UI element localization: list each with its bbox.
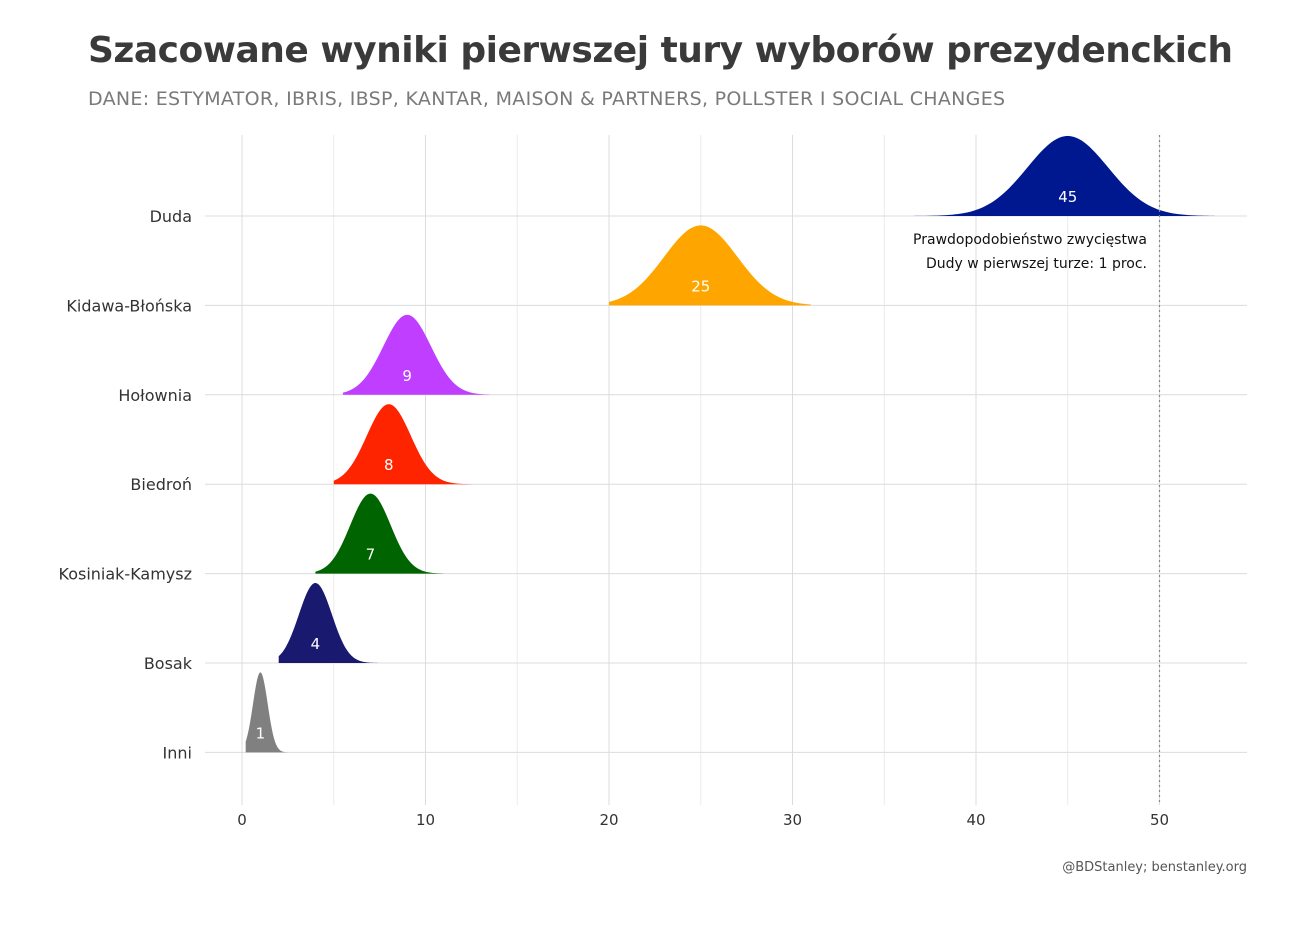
annotation-line-2: Dudy w pierwszej turze: 1 proc. xyxy=(926,256,1147,272)
annotation-line-1: Prawdopodobieństwo zwycięstwa xyxy=(913,232,1147,248)
x-tick-label: 10 xyxy=(416,811,435,829)
x-tick-label: 40 xyxy=(966,811,985,829)
caption: @BDStanley; benstanley.org xyxy=(1062,860,1247,875)
y-tick-label: Biedroń xyxy=(130,475,192,494)
y-tick-label: Bosak xyxy=(144,654,193,673)
value-label: 8 xyxy=(384,456,394,474)
x-tick-label: 30 xyxy=(783,811,802,829)
value-label: 1 xyxy=(256,724,266,742)
value-label: 45 xyxy=(1058,188,1077,206)
ridge-bosak xyxy=(278,583,380,663)
x-axis-labels: 0 10 20 30 40 50 xyxy=(237,811,1169,829)
y-axis-labels: Duda Kidawa-Błońska Hołownia Biedroń Kosinia… xyxy=(59,207,193,762)
value-label: 4 xyxy=(311,635,321,653)
y-tick-label: Duda xyxy=(150,207,192,226)
value-label: 25 xyxy=(691,277,710,295)
chart-subtitle: DANE: ESTYMATOR, IBRIS, IBSP, KANTAR, MA… xyxy=(88,88,1006,110)
ridge-duda xyxy=(902,136,1215,216)
ridge-ho-ownia xyxy=(342,314,490,395)
x-tick-label: 0 xyxy=(237,811,247,829)
y-tick-label: Hołownia xyxy=(118,386,192,405)
y-tick-label: Inni xyxy=(163,743,192,762)
value-label: 7 xyxy=(366,546,376,564)
y-tick-label: Kosiniak-Kamysz xyxy=(59,565,193,584)
x-tick-label: 50 xyxy=(1150,811,1169,829)
ridges: 45 25 9 8 7 4 1 xyxy=(245,136,1215,753)
ridge-inni xyxy=(245,672,298,753)
value-label: 9 xyxy=(402,367,412,385)
ridge-biedro- xyxy=(333,404,472,485)
x-tick-label: 20 xyxy=(599,811,618,829)
chart-title: Szacowane wyniki pierwszej tury wyborów … xyxy=(88,30,1233,71)
ridge-kosiniak-kamysz xyxy=(315,493,444,574)
annotation-group: Prawdopodobieństwo zwycięstwa Dudy w pie… xyxy=(913,232,1147,272)
ridge-kidawa-b-o-ska xyxy=(609,225,811,306)
y-tick-label: Kidawa-Błońska xyxy=(66,296,192,315)
